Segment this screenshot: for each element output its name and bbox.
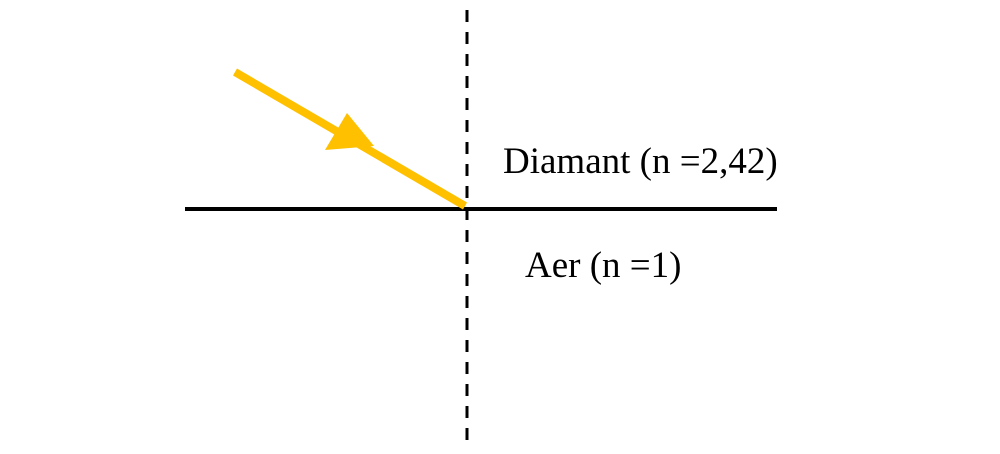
- air-medium-label: Aer (n =1): [525, 245, 682, 286]
- arrowhead-icon: [325, 113, 374, 150]
- diamond-medium-label: Diamant (n =2,42): [503, 141, 778, 182]
